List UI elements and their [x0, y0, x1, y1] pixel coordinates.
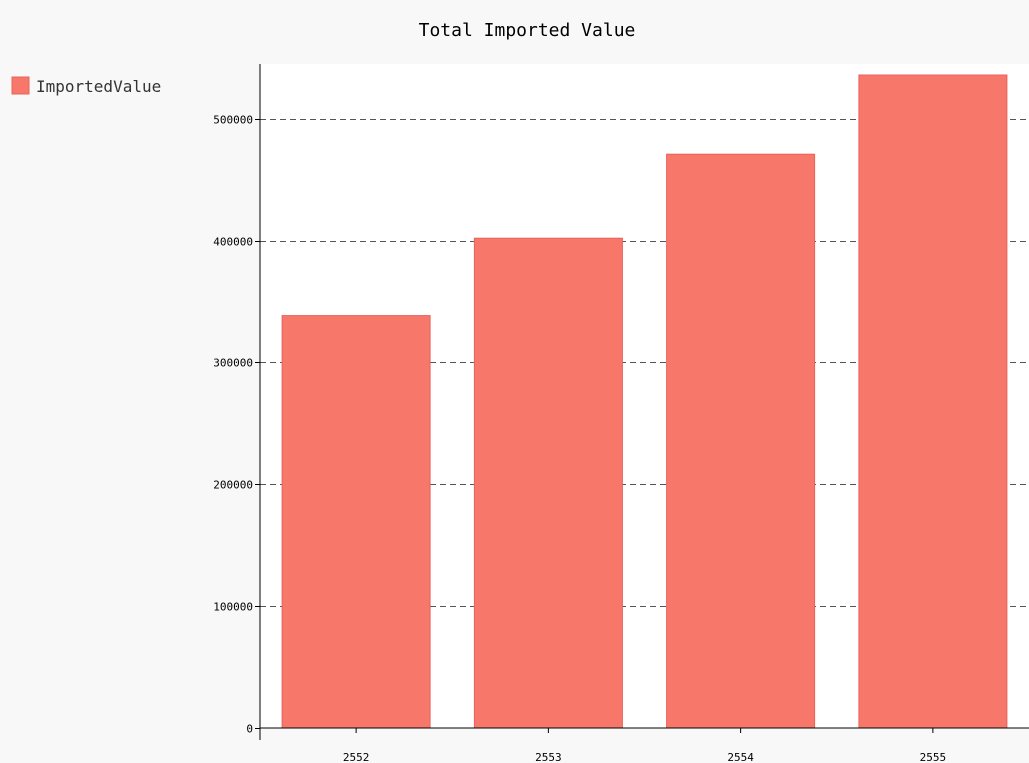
legend[interactable]: ImportedValue	[11, 76, 161, 96]
bar-2554[interactable]	[666, 153, 816, 729]
y-tick-label: 100000	[213, 601, 253, 614]
x-tick-labels: 2552 2553 2554 2555	[343, 728, 946, 763]
y-tick-label: 400000	[213, 236, 253, 249]
y-tick-label: 0	[246, 723, 253, 736]
y-tick-label: 300000	[213, 357, 253, 370]
bars	[281, 74, 1008, 729]
x-tick-label: 2555	[920, 751, 947, 763]
y-tick-label: 500000	[213, 114, 253, 127]
y-tick-labels: 0 100000 200000 300000 400000 500000	[213, 114, 260, 736]
y-tick-label: 200000	[213, 479, 253, 492]
x-tick-label: 2552	[343, 751, 370, 763]
legend-swatch	[11, 76, 30, 95]
x-tick-label: 2554	[727, 751, 754, 763]
x-tick-label: 2553	[535, 751, 562, 763]
legend-label: ImportedValue	[36, 77, 161, 96]
chart-title: Total Imported Value	[419, 20, 636, 41]
bar-2553[interactable]	[473, 237, 623, 729]
bar-2552[interactable]	[281, 315, 431, 729]
bar-2555[interactable]	[858, 74, 1008, 729]
axes	[259, 64, 1029, 740]
